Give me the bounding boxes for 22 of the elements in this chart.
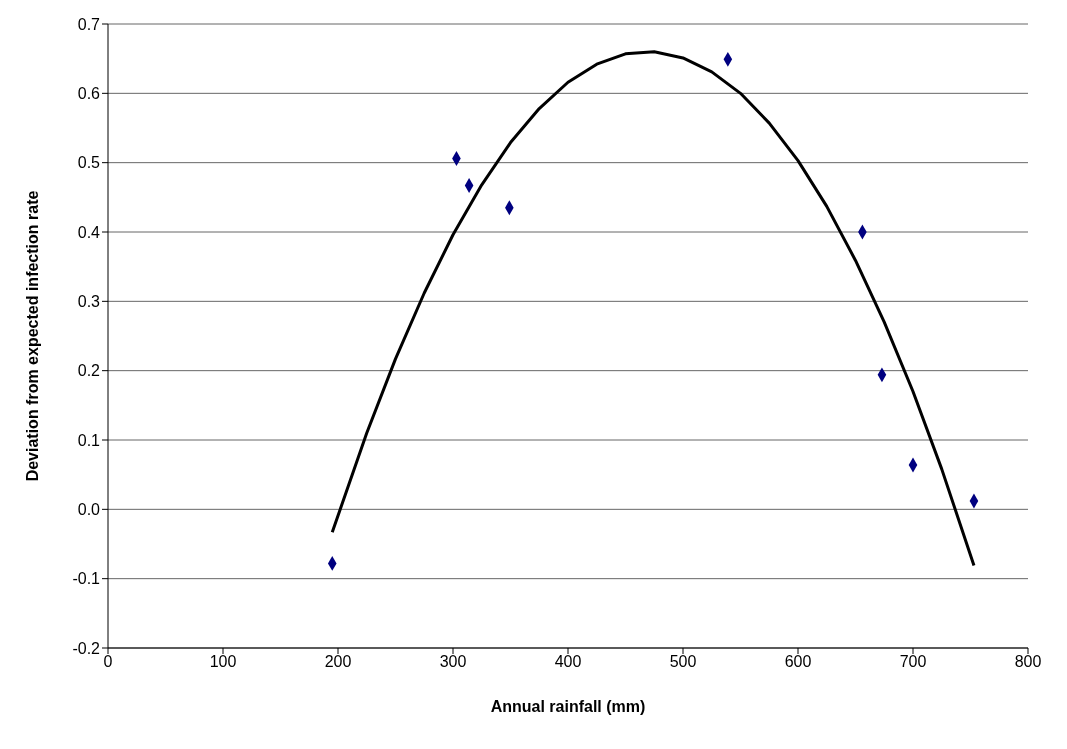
- line-series: [330, 50, 976, 567]
- y-tick-label: 0.4: [77, 223, 101, 241]
- y-tick-label: 0.0: [77, 501, 101, 519]
- y-tick-label: 0.5: [77, 154, 101, 172]
- x-tick-label: 0: [103, 653, 113, 671]
- y-tick-label: 0.2: [77, 362, 101, 380]
- x-axis-title: Annual rainfall (mm): [490, 698, 646, 715]
- y-tick-label: 0.7: [77, 15, 101, 33]
- y-tick-label: -0.1: [72, 570, 101, 588]
- x-tick-label: 500: [669, 653, 697, 671]
- y-tick-label: 0.6: [77, 85, 101, 103]
- x-tick-label: 600: [784, 653, 812, 671]
- x-tick-label: 100: [209, 653, 237, 671]
- x-tick-label: 800: [1014, 653, 1042, 671]
- y-axis-title: Deviation from expected infection rate: [23, 190, 41, 482]
- y-tick-label: 0.3: [77, 293, 101, 311]
- x-tick-label: 400: [554, 653, 582, 671]
- x-tick-label: 300: [439, 653, 467, 671]
- y-tick-label: -0.2: [72, 639, 101, 657]
- x-tick-label: 200: [324, 653, 352, 671]
- x-tick-label: 700: [899, 653, 927, 671]
- y-tick-label: 0.1: [77, 431, 101, 449]
